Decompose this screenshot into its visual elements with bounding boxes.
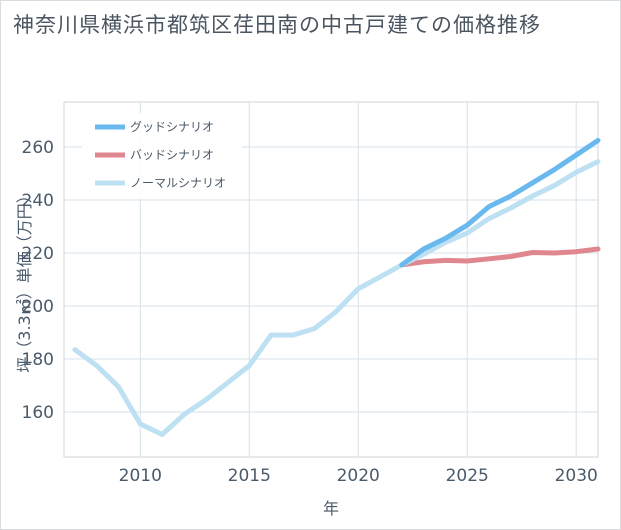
x-tick-2015: 2015 <box>228 466 271 486</box>
x-tick-2030: 2030 <box>555 466 598 486</box>
normal-scenario-line <box>72 159 601 437</box>
good-scenario-line <box>399 137 601 268</box>
y-axis-label: 坪（3.3㎡）単価（万円） <box>15 187 34 372</box>
y-tick-160: 160 <box>22 403 54 423</box>
legend-label-normal-scenario: ノーマルシナリオ <box>130 176 226 190</box>
bad-scenario-line <box>399 246 601 268</box>
tick-labels: 2010 2015 2020 2025 2030 160 180 200 220 240 260 <box>22 138 598 486</box>
y-tick-260: 260 <box>22 138 54 158</box>
series-layer <box>72 137 601 437</box>
y-tick-240: 240 <box>22 191 54 211</box>
y-tick-220: 220 <box>22 244 54 264</box>
y-tick-200: 200 <box>22 297 54 317</box>
legend-label-good-scenario: グッドシナリオ <box>130 120 214 134</box>
x-axis-label: 年 <box>323 499 339 518</box>
legend-label-bad-scenario: バッドシナリオ <box>130 148 214 162</box>
x-tick-2020: 2020 <box>337 466 380 486</box>
x-tick-2010: 2010 <box>119 466 162 486</box>
y-tick-180: 180 <box>22 350 54 370</box>
plot-area-border <box>63 101 599 458</box>
chart-title: 神奈川県横浜市都筑区荏田南の中古戸建ての価格推移 <box>13 13 541 37</box>
x-tick-2025: 2025 <box>446 466 489 486</box>
